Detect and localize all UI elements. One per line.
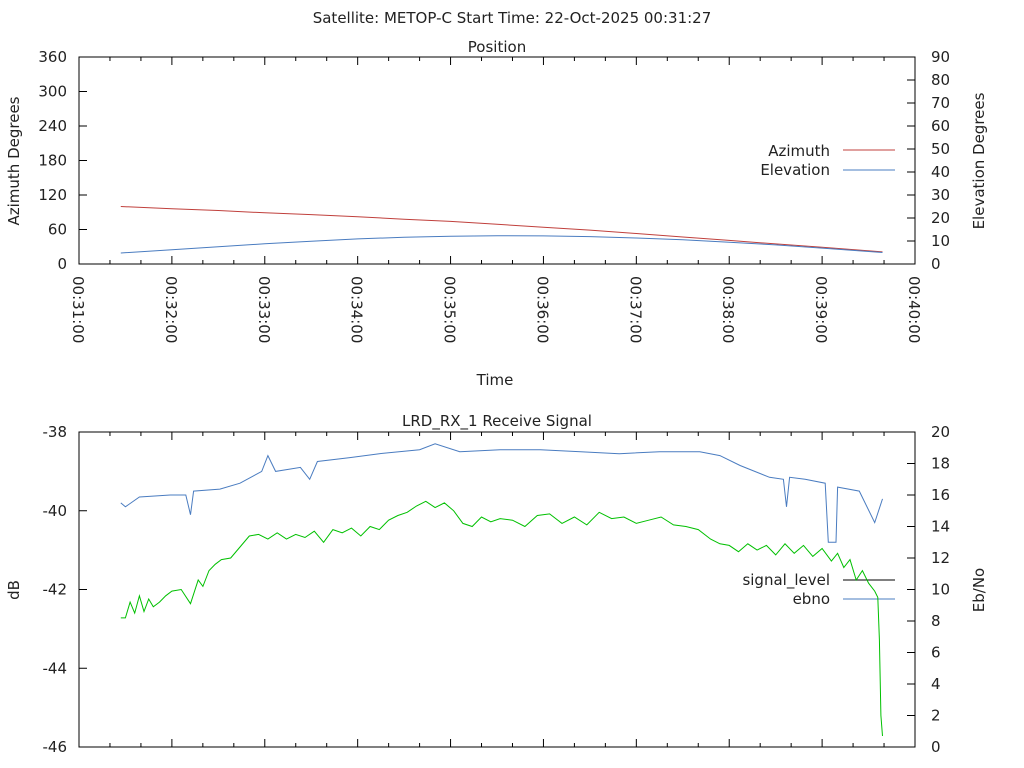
series-line-signal-level	[120, 443, 883, 543]
y2-tick-label: 0	[931, 738, 941, 756]
y2-tick-label: 90	[931, 48, 950, 66]
x-tick-label: 00:35:00	[441, 276, 459, 343]
series-line-elevation	[120, 235, 883, 254]
y2-tick-label: 70	[931, 94, 950, 112]
position-xlabel: Time	[476, 371, 514, 389]
y2-tick-label: 10	[931, 232, 950, 250]
y-tick-label: 180	[38, 152, 67, 170]
legend-ebno-label: ebno	[793, 590, 830, 608]
figure-title: Satellite: METOP-C Start Time: 22-Oct-20…	[313, 9, 712, 27]
y2-tick-label: 16	[931, 486, 950, 504]
y2-tick-label: 14	[931, 518, 950, 536]
x-tick-label: 00:33:00	[255, 276, 273, 343]
position-chart: Position Time Azimuth Degrees Elevation …	[5, 38, 988, 389]
position-title: Position	[468, 38, 526, 56]
y2-tick-label: 2	[931, 707, 941, 725]
y2-tick-label: 0	[931, 255, 941, 273]
signal-title: LRD_RX_1 Receive Signal	[402, 412, 592, 431]
y-tick-label: -44	[43, 659, 68, 677]
y2-tick-label: 6	[931, 644, 941, 662]
y-tick-label: -46	[43, 738, 68, 756]
y-tick-label: 0	[57, 255, 67, 273]
azimuth-axis-label: Azimuth Degrees	[5, 96, 23, 225]
y-tick-label: 240	[38, 117, 67, 135]
series-line-ebno	[120, 500, 883, 737]
y2-tick-label: 12	[931, 549, 950, 567]
y2-tick-label: 80	[931, 71, 950, 89]
legend-elevation-label: Elevation	[760, 161, 830, 179]
legend-signal-level-label: signal_level	[742, 571, 830, 590]
legend-azimuth-label: Azimuth	[768, 142, 830, 160]
x-tick-label: 00:34:00	[348, 276, 366, 343]
y-tick-label: -42	[43, 581, 68, 599]
y2-tick-label: 30	[931, 186, 950, 204]
y2-tick-label: 18	[931, 455, 950, 473]
y-tick-label: 300	[38, 83, 67, 101]
y-tick-label: -40	[43, 502, 68, 520]
x-tick-label: 00:36:00	[533, 276, 551, 343]
y2-tick-label: 10	[931, 581, 950, 599]
ebno-axis-label: Eb/No	[970, 568, 988, 612]
x-tick-label: 00:32:00	[162, 276, 180, 343]
x-tick-label: 00:38:00	[719, 276, 737, 343]
y2-tick-label: 4	[931, 675, 941, 693]
x-tick-label: 00:39:00	[812, 276, 830, 343]
y2-tick-label: 60	[931, 117, 950, 135]
db-axis-label: dB	[5, 580, 23, 600]
receive-signal-chart: LRD_RX_1 Receive Signal dB Eb/No signal_…	[5, 412, 988, 756]
y-tick-label: 60	[48, 221, 67, 239]
y2-tick-label: 50	[931, 140, 950, 158]
x-tick-label: 00:37:00	[626, 276, 644, 343]
y-tick-label: 360	[38, 48, 67, 66]
y2-tick-label: 40	[931, 163, 950, 181]
x-tick-label: 00:40:00	[905, 276, 923, 343]
y2-tick-label: 20	[931, 209, 950, 227]
elevation-axis-label: Elevation Degrees	[970, 92, 988, 229]
y-tick-label: -38	[43, 423, 68, 441]
series-line-azimuth	[120, 206, 883, 253]
y2-tick-label: 20	[931, 423, 950, 441]
y2-tick-label: 8	[931, 612, 941, 630]
y-tick-label: 120	[38, 186, 67, 204]
x-tick-label: 00:31:00	[69, 276, 87, 343]
